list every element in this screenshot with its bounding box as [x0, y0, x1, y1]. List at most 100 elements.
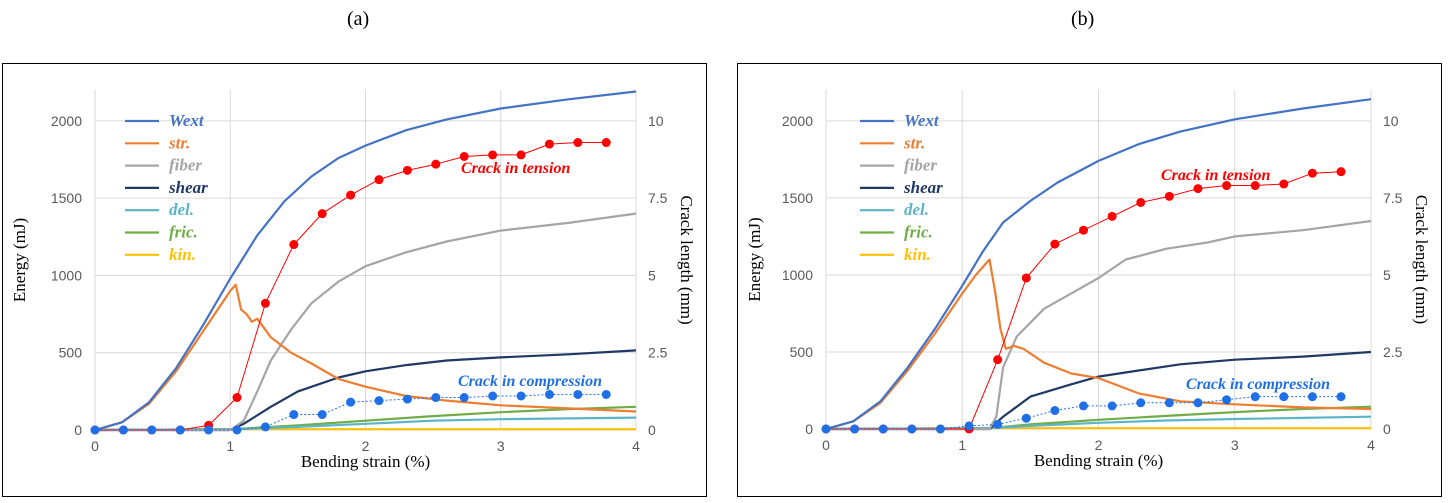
series-point-crack-in-tension	[1136, 197, 1146, 207]
series-point-crack-in-compression	[1307, 392, 1317, 402]
y2-tick-label: 10	[1383, 113, 1399, 129]
series-point-crack-in-compression	[544, 389, 554, 399]
series-point-crack-in-compression	[204, 425, 214, 435]
series-point-crack-in-tension	[1193, 184, 1203, 194]
y-tick-label: 1000	[51, 267, 82, 283]
series-point-crack-in-tension	[1250, 181, 1260, 191]
series-point-crack-in-tension	[1050, 239, 1060, 249]
series-point-crack-in-tension	[260, 298, 270, 308]
x-axis-title: Bending strain (%)	[301, 452, 430, 471]
x-tick-label: 0	[822, 437, 830, 453]
y-tick-label: 0	[805, 421, 813, 437]
legend-label-fric: fric.	[169, 223, 198, 242]
annotation-crack-in-compression: Crack in compression	[1186, 376, 1330, 393]
series-point-crack-in-compression	[459, 393, 469, 403]
series-point-crack-in-tension	[402, 165, 412, 175]
series-point-crack-in-compression	[488, 391, 498, 401]
series-point-crack-in-tension	[232, 393, 242, 403]
y-tick-label: 500	[790, 344, 814, 360]
series-point-crack-in-compression	[260, 422, 270, 432]
series-point-crack-in-tension	[1079, 225, 1089, 235]
series-line-fiber	[95, 212, 637, 432]
series-line-del	[94, 416, 637, 432]
y2-tick-label: 5	[1383, 267, 1391, 283]
series-line-wext	[825, 98, 1372, 431]
y2-tick-label: 0	[1383, 421, 1391, 437]
series-point-crack-in-compression	[935, 424, 945, 434]
chart-panel-b: 0 1 2 3 4 0 500 1000 1500 2000 0 2.5 5 7.5 10 Bending s…	[737, 63, 1442, 497]
series-point-crack-in-tension	[346, 190, 356, 200]
series-point-crack-in-compression	[232, 425, 242, 435]
legend-label-del: del.	[904, 200, 929, 219]
series-line-str	[825, 258, 1372, 431]
series-point-crack-in-compression	[1164, 398, 1174, 408]
y2-tick-label: 2.5	[1383, 344, 1403, 360]
y2-tick-label: 5	[648, 267, 656, 283]
series-line-wext	[94, 90, 637, 432]
series-point-crack-in-tension	[289, 240, 299, 250]
legend-label-fric: fric.	[904, 223, 933, 242]
series-point-crack-in-tension	[1336, 167, 1346, 177]
series-point-crack-in-compression	[1107, 401, 1117, 411]
series-point-crack-in-tension	[1307, 168, 1317, 178]
panel-label-a: (a)	[347, 8, 370, 30]
y-tick-label: 0	[74, 422, 82, 438]
legend-label-kin: kin.	[169, 245, 196, 264]
series-point-crack-in-compression	[431, 393, 441, 403]
x-tick-label: 2	[362, 438, 370, 454]
series-point-crack-in-tension	[516, 150, 526, 160]
series-point-crack-in-compression	[1050, 406, 1060, 416]
series-point-crack-in-tension	[488, 150, 498, 160]
series-point-crack-in-tension	[317, 209, 327, 219]
y2-tick-label: 2.5	[648, 345, 668, 361]
y2-tick-label: 10	[648, 113, 664, 129]
legend-label-wext: Wext	[169, 111, 205, 130]
legend-label-fiber: fiber	[169, 156, 202, 175]
series-point-crack-in-tension	[431, 159, 441, 169]
x-axis-title: Bending strain (%)	[1034, 451, 1163, 470]
y-axis-title: Energy (mJ)	[745, 217, 764, 301]
y2-tick-label: 7.5	[648, 190, 668, 206]
series-point-crack-in-compression	[516, 391, 526, 401]
series-point-crack-in-tension	[1279, 179, 1289, 189]
series-point-crack-in-compression	[346, 397, 356, 407]
legend-label-str: str.	[168, 133, 190, 152]
chart-panel-a: 0 1 2 3 4 0 500 1000 1500 2000 0 2.5 5 7.5 10 Bending s…	[2, 63, 707, 497]
series-point-crack-in-compression	[1193, 398, 1203, 408]
series-point-crack-in-compression	[118, 425, 128, 435]
x-tick-label: 1	[226, 438, 234, 454]
series-point-crack-in-tension	[1021, 273, 1031, 283]
legend-label-kin: kin.	[904, 245, 931, 264]
series-point-crack-in-compression	[878, 424, 888, 434]
series-point-crack-in-compression	[289, 410, 299, 420]
series-point-crack-in-compression	[850, 424, 860, 434]
series-point-crack-in-compression	[147, 425, 157, 435]
series-point-crack-in-tension	[573, 138, 583, 148]
series-point-crack-in-compression	[1136, 398, 1146, 408]
x-tick-label: 1	[958, 437, 966, 453]
annotation-crack-in-tension: Crack in tension	[461, 160, 570, 177]
series-point-crack-in-compression	[1336, 392, 1346, 402]
x-tick-label: 2	[1095, 437, 1103, 453]
series-point-crack-in-tension	[459, 151, 469, 161]
series-point-crack-in-tension	[993, 355, 1003, 365]
series-point-crack-in-compression	[1279, 392, 1289, 402]
series-point-crack-in-compression	[317, 410, 327, 420]
y-tick-label: 1500	[51, 190, 82, 206]
x-tick-label: 3	[1231, 437, 1239, 453]
series-point-crack-in-compression	[907, 424, 917, 434]
series-point-crack-in-compression	[1079, 401, 1089, 411]
annotation-crack-in-compression: Crack in compression	[458, 373, 602, 390]
y2-tick-label: 0	[648, 422, 656, 438]
series-point-crack-in-compression	[964, 421, 974, 431]
series-point-crack-in-compression	[993, 419, 1003, 429]
series-point-crack-in-tension	[1164, 191, 1174, 201]
series-point-crack-in-compression	[601, 389, 611, 399]
series-point-crack-in-compression	[1021, 413, 1031, 423]
x-tick-label: 4	[1367, 437, 1375, 453]
series-point-crack-in-compression	[821, 424, 831, 434]
y2-tick-label: 7.5	[1383, 190, 1403, 206]
series-point-crack-in-compression	[374, 396, 384, 406]
